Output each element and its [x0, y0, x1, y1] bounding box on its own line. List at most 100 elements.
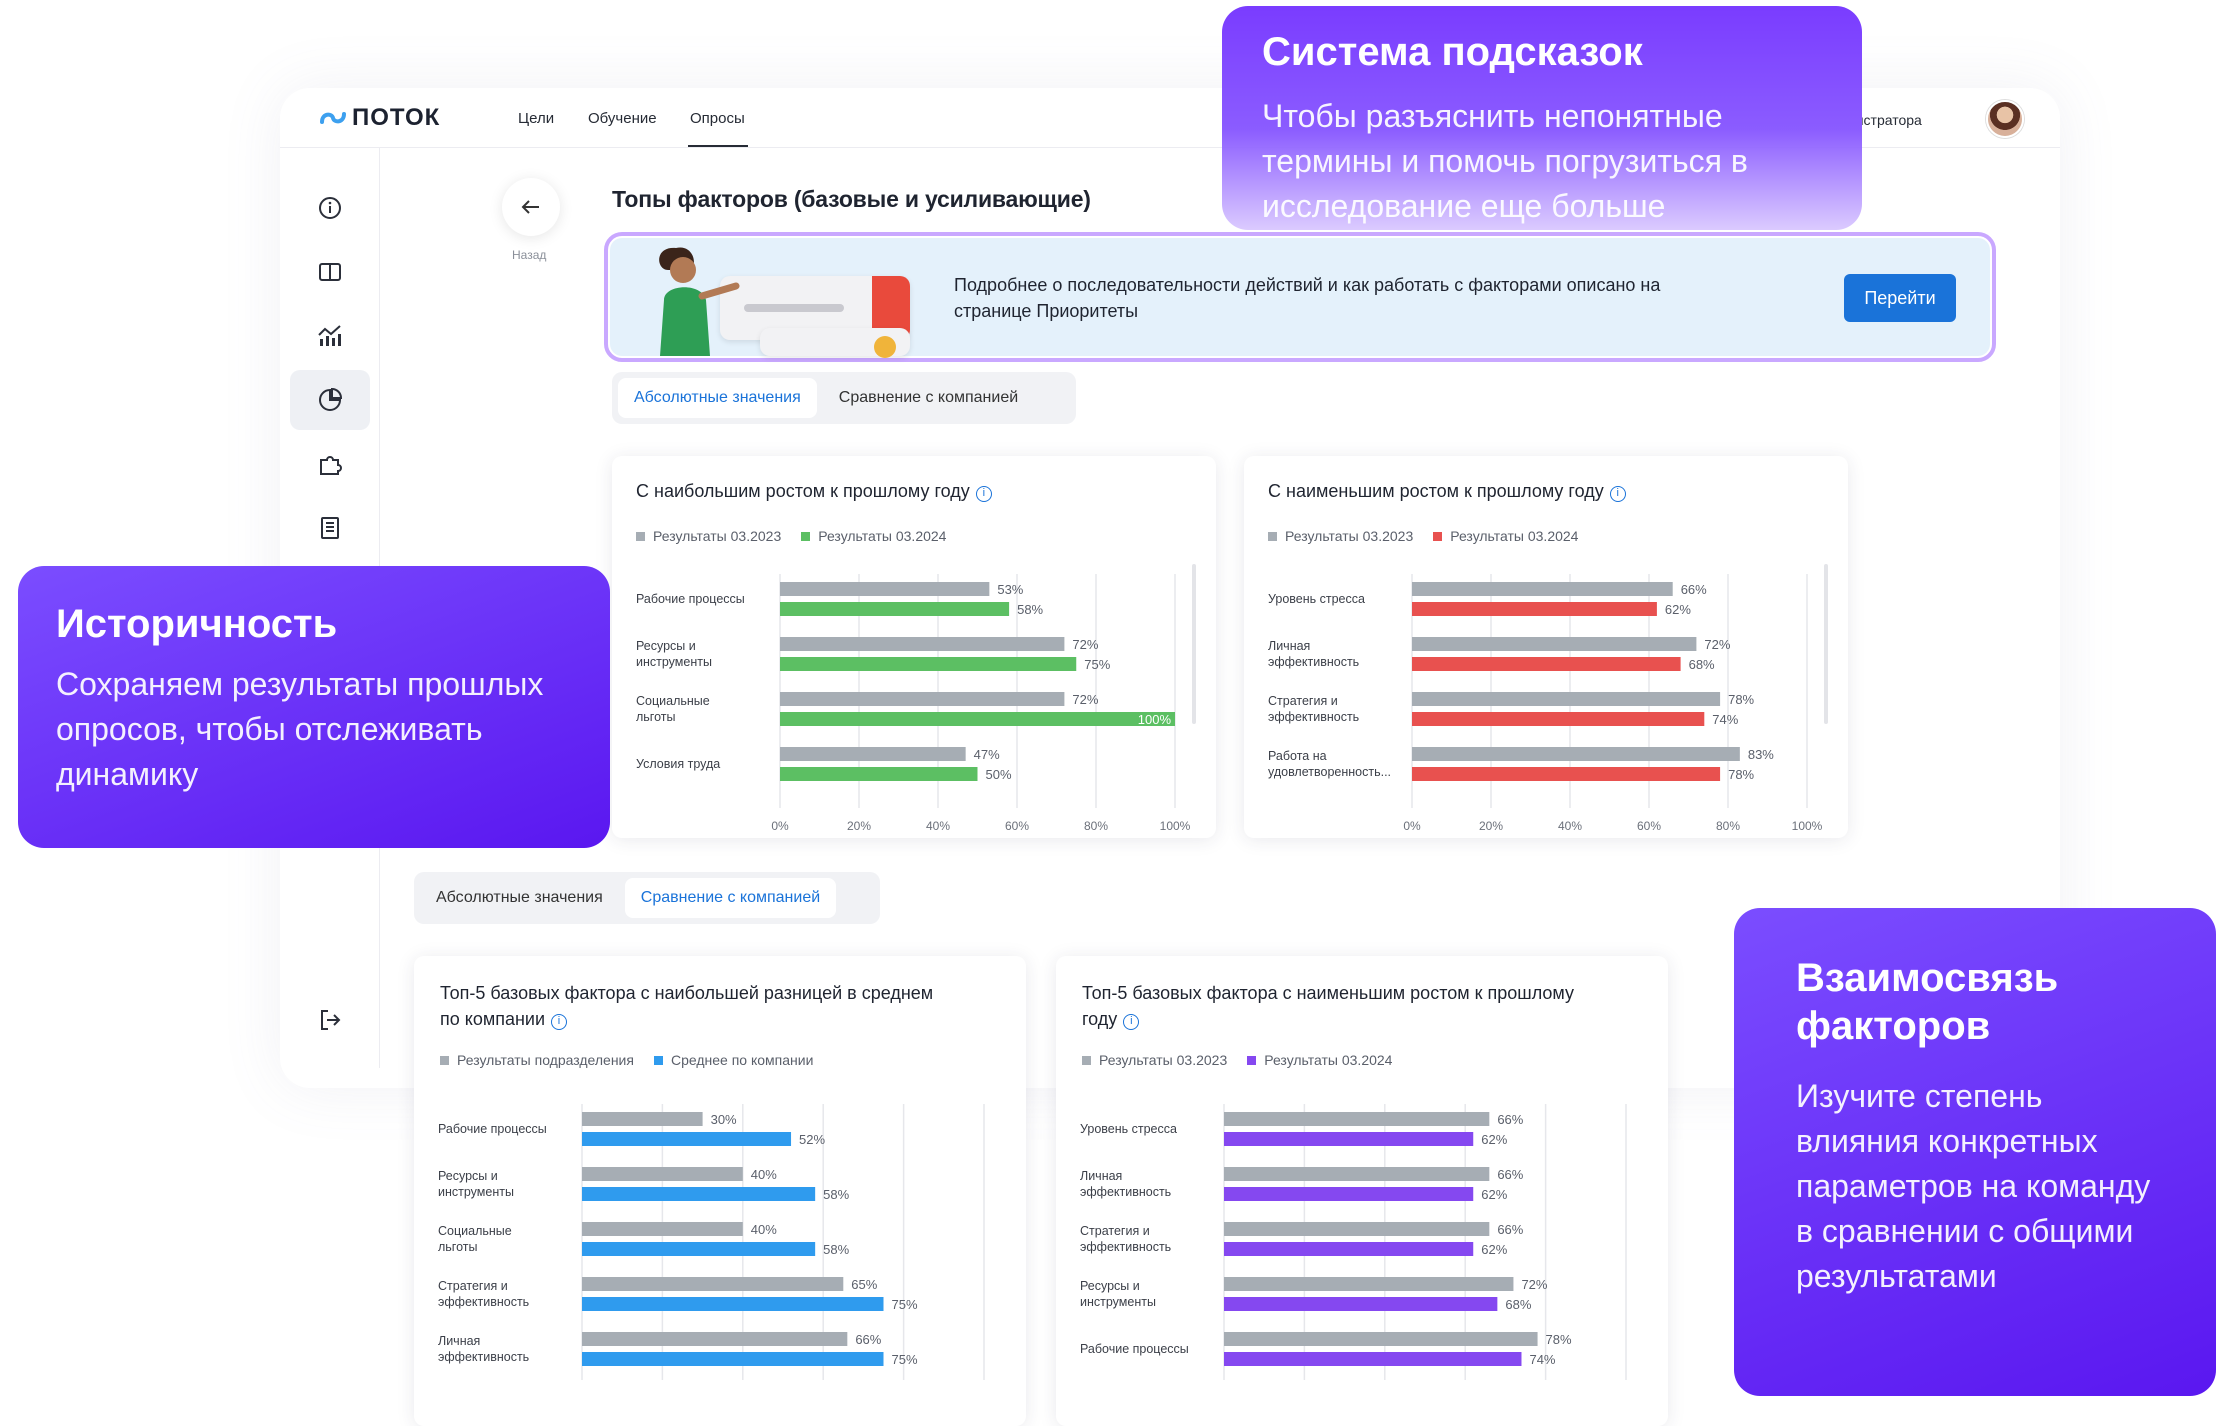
bar [1224, 1277, 1514, 1291]
category-label: Социальные [636, 694, 710, 708]
bar-chart: 0%20%40%60%80%100%Уровень стресса66%62%Л… [1080, 1104, 1627, 1380]
tick-label: 40% [926, 819, 950, 833]
data-label: 58% [823, 1187, 849, 1202]
category-label: эффективность [1268, 710, 1359, 724]
info-icon[interactable]: i [1123, 1014, 1140, 1030]
nav-item-learning[interactable]: Обучение [588, 110, 657, 127]
category-label: Стратегия и [1268, 694, 1338, 708]
go-button[interactable]: Перейти [1844, 274, 1956, 322]
avatar[interactable] [1986, 100, 2024, 138]
data-label: 66% [1681, 582, 1707, 597]
nav-item-surveys[interactable]: Опросы [690, 110, 745, 127]
info-icon[interactable]: i [551, 1014, 568, 1030]
data-label: 53% [997, 582, 1023, 597]
callout-history: Историчность Сохраняем результаты прошлы… [18, 566, 610, 848]
bar [582, 1132, 792, 1146]
bar [582, 1112, 703, 1126]
bar [582, 1277, 844, 1291]
legend-item: Результаты 03.2024 [801, 528, 946, 544]
data-label: 66% [1497, 1222, 1523, 1237]
category-label: Стратегия и [1080, 1224, 1150, 1238]
category-label: эффективность [438, 1350, 529, 1364]
illustration-person [659, 247, 740, 356]
callout-hint-system: Система подсказок Чтобы разъяснить непон… [1222, 6, 1862, 230]
chart-card-top-growth: С наибольшим ростом к прошлому году i Рез… [612, 456, 1216, 838]
category-label: эффективность [1080, 1240, 1171, 1254]
bar [1412, 692, 1721, 706]
callout-title: Историчность [56, 602, 338, 646]
chart-card-least-growth: С наименьшим ростом к прошлому году i Рез… [1244, 456, 1848, 838]
chart-legend: Результаты 03.2023 Результаты 03.2024 [636, 528, 946, 544]
bar [1224, 1167, 1490, 1181]
legend-item: Среднее по компании [653, 1052, 813, 1068]
bar-chart: 0% 20% 40% 60% 80% 100% Рабочие процессы 53% 58%… [636, 574, 1191, 833]
banner-text: Подробнее о последовательности действий … [954, 275, 1661, 321]
tick-label: 20% [1479, 819, 1503, 833]
tab-company-comparison[interactable]: Сравнение с компанией [624, 878, 837, 918]
info-icon[interactable] [290, 178, 370, 238]
legend-label: Результаты 03.2023 [653, 528, 782, 544]
legend-item: Результаты 03.2023 [636, 528, 781, 544]
bar [582, 1167, 743, 1181]
book-icon[interactable] [290, 498, 370, 558]
analytics-icon[interactable] [290, 306, 370, 366]
scrollbar[interactable] [1192, 564, 1196, 724]
chart-legend: Результаты подразделения Среднее по комп… [440, 1052, 813, 1068]
category-label: эффективность [1080, 1185, 1171, 1199]
bar [1224, 1332, 1538, 1346]
callout-title: Взаимосвязь факторов [1796, 956, 2059, 1048]
data-label: 58% [1017, 602, 1043, 617]
nav-item-goals[interactable]: Цели [518, 110, 555, 127]
data-label: 66% [855, 1332, 881, 1347]
category-label: Рабочие процессы [438, 1122, 547, 1136]
data-label: 74% [1712, 712, 1738, 727]
page-title: Топы факторов (базовые и усиливающие) [612, 186, 1091, 212]
bar [780, 747, 966, 761]
data-label: 30% [711, 1112, 737, 1127]
category-label: льготы [636, 710, 675, 724]
bar [1224, 1187, 1474, 1201]
bar [582, 1297, 884, 1311]
category-label: Работа на [1268, 749, 1327, 763]
back-label: Назад [512, 248, 547, 262]
pie-chart-icon[interactable] [290, 370, 370, 430]
legend-label: Результаты 03.2024 [818, 528, 947, 544]
tab-absolute-values[interactable]: Абсолютные значения [618, 378, 817, 418]
puzzle-icon[interactable] [290, 434, 370, 494]
callout-text: Изучите степень влияния конкретных парам… [1796, 1078, 2151, 1294]
data-label: 100% [1138, 712, 1172, 727]
bar [1412, 712, 1705, 726]
bar [1224, 1132, 1474, 1146]
category-label: Ресурсы и [1080, 1279, 1140, 1293]
bar [780, 692, 1065, 706]
data-label: 78% [1546, 1332, 1572, 1347]
info-icon[interactable]: i [1609, 486, 1626, 502]
bar [1412, 747, 1740, 761]
data-label: 75% [1084, 657, 1110, 672]
info-icon[interactable]: i [975, 486, 992, 502]
category-label: Социальные [438, 1224, 512, 1238]
bar [1412, 582, 1673, 596]
data-label: 62% [1481, 1187, 1507, 1202]
data-label: 47% [974, 747, 1000, 762]
callout-title: Система подсказок [1262, 30, 1643, 74]
data-label: 83% [1748, 747, 1774, 762]
scrollbar[interactable] [1824, 564, 1828, 724]
logout-icon[interactable] [290, 990, 370, 1050]
back-button[interactable] [502, 178, 560, 236]
chart-card-top5-least-growth: Топ-5 базовых фактора с наименьшим росто… [1056, 956, 1668, 1426]
tab-company-comparison[interactable]: Сравнение с компанией [838, 389, 1019, 406]
tick-label: 20% [847, 819, 871, 833]
bar [1224, 1242, 1474, 1256]
data-label: 78% [1728, 767, 1754, 782]
bar [780, 767, 978, 781]
category-label: Условия труда [636, 757, 720, 771]
bar [780, 582, 990, 596]
legend-item: Результаты 03.2024 [1247, 1052, 1392, 1068]
logo[interactable]: ПОТОК [318, 104, 440, 132]
layout-icon[interactable] [290, 242, 370, 302]
bar [1412, 767, 1721, 781]
logo-icon [320, 112, 346, 124]
category-label: Личная [1080, 1169, 1122, 1183]
tab-absolute-values[interactable]: Абсолютные значения [436, 889, 603, 906]
